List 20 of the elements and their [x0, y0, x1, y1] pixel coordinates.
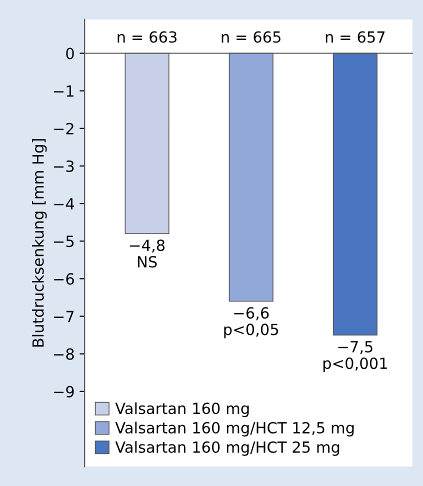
y-tick-label: −9: [54, 386, 74, 398]
legend-label: Valsartan 160 mg/HCT 12,5 mg: [115, 422, 354, 436]
y-tick-label: −3: [54, 160, 74, 172]
data-label: −4,8 NS: [130, 240, 165, 268]
annotation: n = 665: [222, 31, 280, 43]
data-label: −7,5 p<0,001: [323, 341, 387, 372]
y-tick-label: 0: [66, 48, 74, 60]
annotation: n = 657: [326, 31, 385, 43]
y-tick-label: −1: [54, 85, 74, 97]
y-tick-label: −7: [54, 310, 74, 322]
y-tick-label: −5: [54, 236, 74, 248]
legend-label: Valsartan 160 mg/HCT 25 mg: [115, 441, 340, 456]
annotation: n = 663: [118, 31, 176, 43]
y-tick-label: −8: [54, 348, 74, 360]
y-tick-label: −2: [54, 122, 74, 134]
y-tick-label: −4: [54, 198, 74, 210]
data-label: −6,6 p<0,05: [224, 307, 278, 338]
y-tick-label: −6: [54, 273, 74, 285]
legend-label: Valsartan 160 mg: [115, 402, 249, 418]
y-axis-title: Blutdrucksenkung [mm Hg]: [32, 139, 47, 347]
